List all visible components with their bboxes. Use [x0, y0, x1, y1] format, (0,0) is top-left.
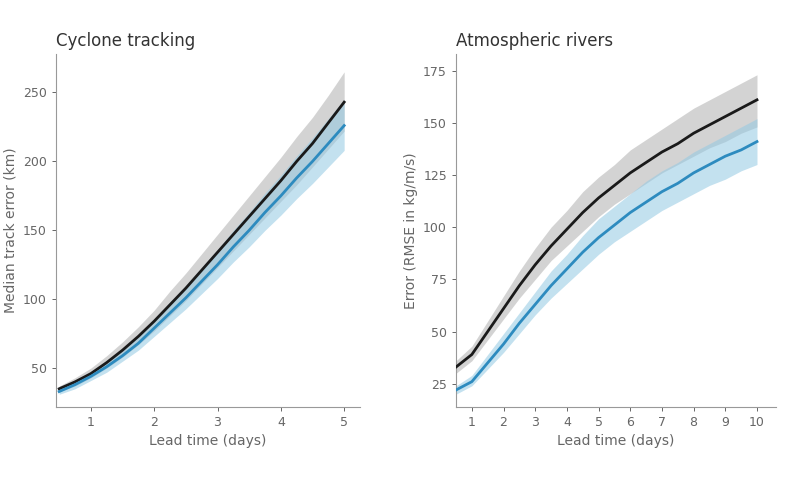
X-axis label: Lead time (days): Lead time (days) — [150, 434, 266, 448]
Y-axis label: Median track error (km): Median track error (km) — [3, 147, 18, 313]
Text: Cyclone tracking: Cyclone tracking — [56, 31, 195, 49]
X-axis label: Lead time (days): Lead time (days) — [558, 434, 674, 448]
Y-axis label: Error (RMSE in kg/m/s): Error (RMSE in kg/m/s) — [403, 152, 418, 309]
Text: Atmospheric rivers: Atmospheric rivers — [456, 31, 613, 49]
